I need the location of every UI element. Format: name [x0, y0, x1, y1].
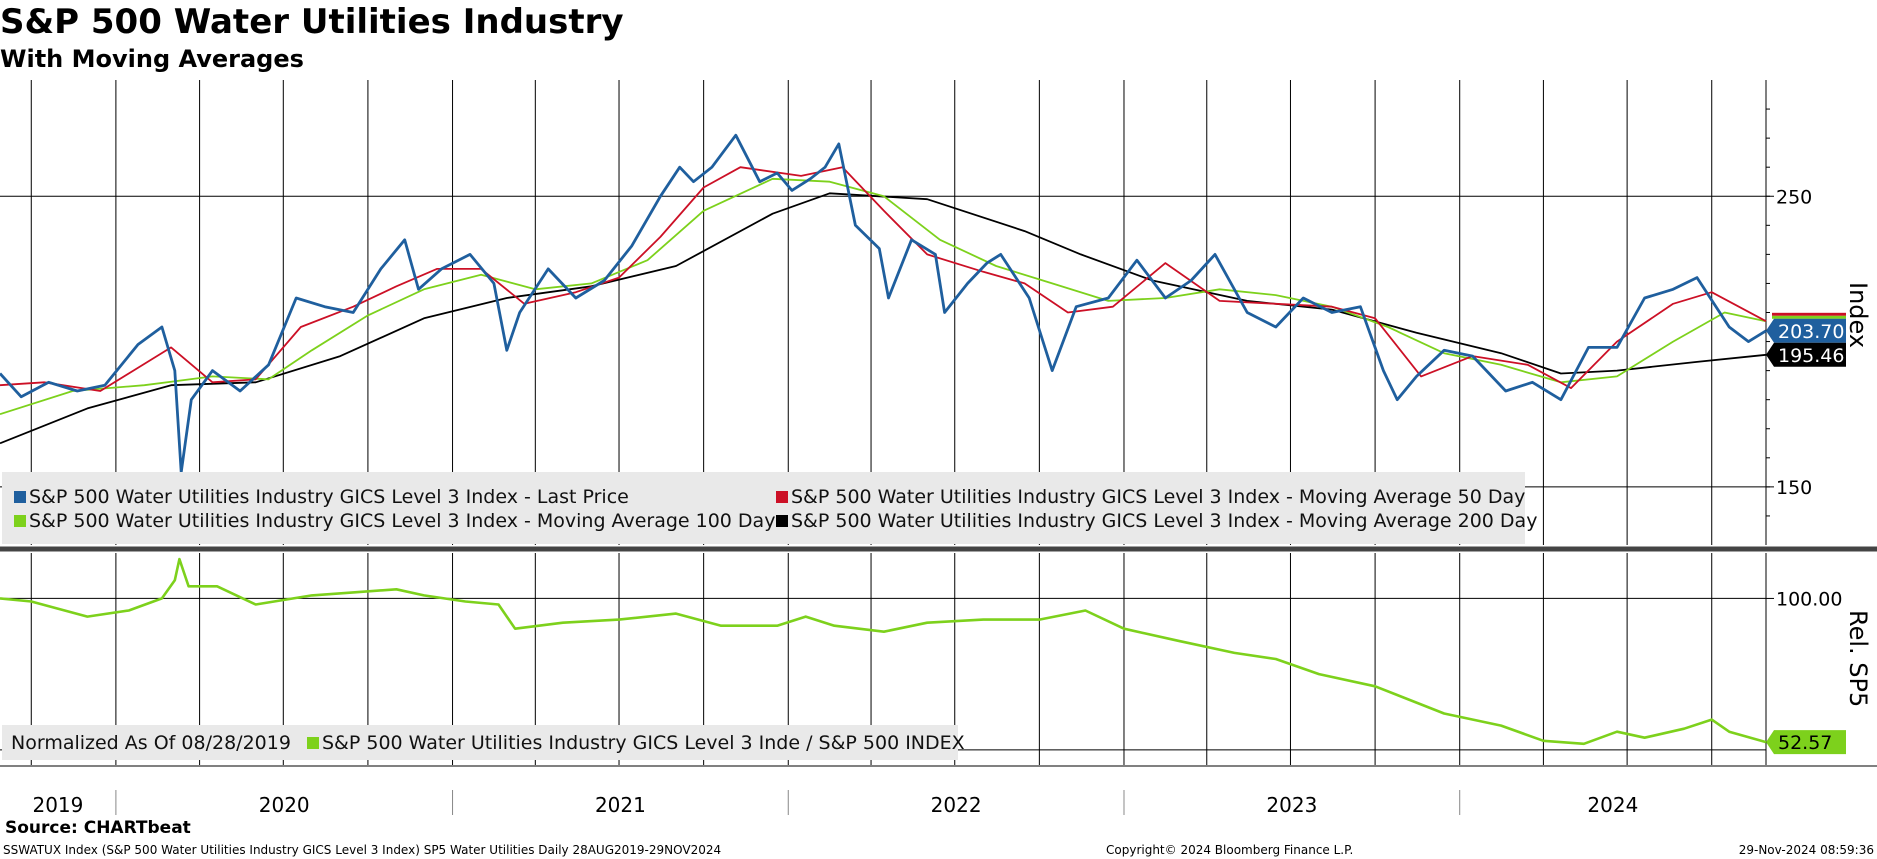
series-line-ma200: [0, 192, 1767, 445]
x-tick-label: 2021: [595, 793, 646, 817]
footer-center: Copyright© 2024 Bloomberg Finance L.P.: [1106, 843, 1354, 857]
source-label: Source: CHARTbeat: [5, 818, 191, 838]
x-tick-label: 2023: [1266, 793, 1317, 817]
relative-legend: Normalized As Of 08/28/2019 S&P 500 Wate…: [2, 725, 965, 760]
x-tick-label: 2020: [259, 793, 310, 817]
normalized-label: Normalized As Of 08/28/2019: [11, 732, 291, 754]
chart-subtitle: With Moving Averages: [0, 45, 304, 73]
y-axis-title-lower: Rel. SP5: [1844, 610, 1872, 707]
legend-item-last-price: S&P 500 Water Utilities Industry GICS Le…: [14, 486, 629, 508]
legend-swatch-last-price: [14, 491, 26, 503]
legend-item-ma100: S&P 500 Water Utilities Industry GICS Le…: [14, 510, 775, 532]
series-line-ma100: [0, 177, 1767, 416]
y-axis-title-upper: Index: [1844, 282, 1872, 348]
x-tick-label: 2022: [931, 793, 982, 817]
relative-tag-bg: [1766, 730, 1846, 755]
y-tick-label: 250: [1776, 186, 1812, 208]
legend-label-ma100: S&P 500 Water Utilities Industry GICS Le…: [29, 510, 776, 532]
relative-tag: 52.57: [1778, 732, 1832, 754]
x-tick-label: 2019: [32, 793, 83, 817]
y-tick-label: 150: [1776, 477, 1812, 499]
legend-item-relative: S&P 500 Water Utilities Industry GICS Le…: [307, 732, 965, 754]
footer-left: SSWATUX Index (S&P 500 Water Utilities I…: [3, 843, 722, 857]
legend-label-ma200: S&P 500 Water Utilities Industry GICS Le…: [791, 510, 1538, 532]
ma100-marker: [1772, 315, 1846, 319]
x-tick-label: 2024: [1587, 793, 1638, 817]
legend-item-ma50: S&P 500 Water Utilities Industry GICS Le…: [776, 486, 1525, 508]
series-line-ma50: [0, 166, 1767, 392]
last-price-tag-bg: [1766, 318, 1846, 343]
legend-swatch-ma50: [776, 491, 788, 503]
ma200-tag: 195.46: [1778, 345, 1844, 367]
legend-label-relative: S&P 500 Water Utilities Industry GICS Le…: [322, 732, 965, 754]
legend-swatch-ma100: [14, 515, 26, 527]
ma200-tag-bg: [1766, 342, 1846, 367]
footer-right: 29-Nov-2024 08:59:36: [1738, 843, 1874, 857]
chart-title: S&P 500 Water Utilities Industry: [0, 2, 624, 42]
legend-item-ma200: S&P 500 Water Utilities Industry GICS Le…: [776, 510, 1537, 532]
ma50-marker: [1772, 312, 1846, 316]
price-legend: S&P 500 Water Utilities Industry GICS Le…: [2, 472, 1537, 544]
legend-label-ma50: S&P 500 Water Utilities Industry GICS Le…: [791, 486, 1526, 508]
series-line-relative: [0, 557, 1767, 746]
y-tick-label: 100.00: [1776, 588, 1842, 610]
legend-swatch-ma200: [776, 515, 788, 527]
last-price-tag: 203.70: [1778, 321, 1844, 343]
legend-label-last-price: S&P 500 Water Utilities Industry GICS Le…: [29, 486, 629, 508]
series-line-last-price: [0, 133, 1767, 474]
legend-swatch-relative: [307, 737, 319, 749]
